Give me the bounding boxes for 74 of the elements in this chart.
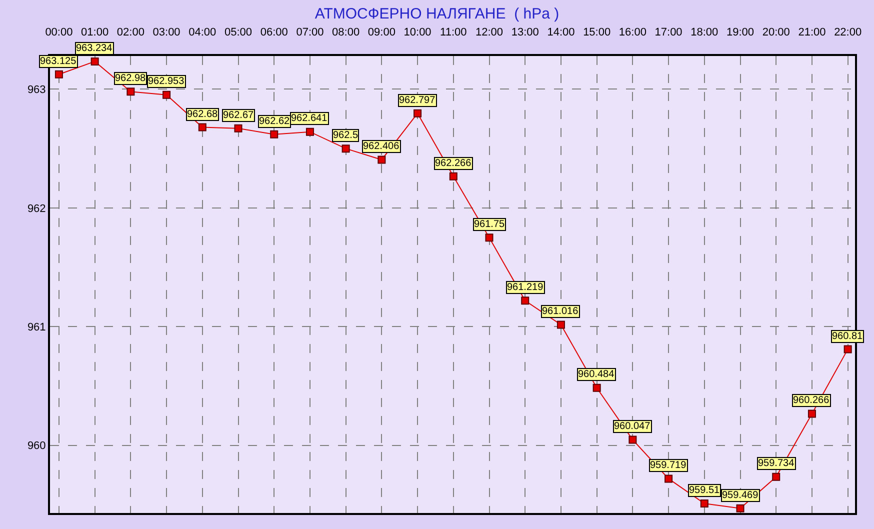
data-label: 962.406	[363, 141, 400, 152]
x-tick-label: 18:00	[690, 26, 718, 39]
x-tick-label: 00:00	[45, 26, 73, 39]
point	[198, 123, 206, 132]
x-tick-label: 15:00	[583, 26, 611, 39]
data-label: 962.266	[435, 158, 472, 169]
point	[414, 109, 422, 118]
x-tick-label: 01:00	[81, 26, 109, 39]
x-tick-label: 12:00	[475, 26, 504, 39]
y-tick-label: 963	[27, 84, 46, 96]
x-tick-label: 19:00	[726, 26, 754, 39]
data-label: 962.68	[187, 109, 218, 120]
point	[485, 234, 494, 242]
point	[162, 90, 171, 99]
data-label: 959.734	[758, 458, 795, 469]
x-tick-label: 13:00	[511, 26, 539, 39]
data-label: 959.51	[689, 485, 720, 496]
data-label: 962.641	[291, 113, 328, 124]
point	[270, 130, 278, 138]
point	[556, 320, 565, 329]
x-tick-label: 06:00	[260, 26, 288, 39]
point	[449, 172, 458, 180]
x-tick-label: 04:00	[188, 26, 216, 39]
x-tick-label: 07:00	[296, 26, 324, 39]
x-tick-label: 02:00	[116, 26, 144, 39]
x-tick-label: 08:00	[332, 26, 360, 39]
point	[234, 124, 242, 132]
x-tick-label: 16:00	[618, 26, 646, 39]
data-label: 962.5	[333, 130, 358, 141]
x-tick-label: 14:00	[547, 26, 575, 39]
point	[54, 70, 63, 78]
point	[521, 296, 530, 305]
point	[342, 144, 350, 153]
y-tick-label: 961	[27, 321, 46, 334]
data-label: 960.047	[614, 421, 651, 432]
data-label: 963.234	[76, 43, 113, 54]
point	[664, 474, 673, 483]
point	[592, 384, 601, 392]
point	[844, 345, 852, 354]
data-label: 962.67	[223, 110, 254, 121]
data-label: 961.75	[474, 219, 506, 230]
data-label: 960.484	[578, 369, 615, 380]
point	[90, 57, 99, 66]
data-label: 962.98	[115, 73, 146, 84]
data-label: 959.719	[650, 460, 687, 471]
x-tick-label: 21:00	[798, 26, 826, 39]
data-label: 961.219	[507, 282, 544, 293]
y-tick-label: 960	[27, 440, 46, 452]
x-tick-label: 11:00	[440, 26, 467, 39]
data-label: 962.62	[259, 116, 290, 127]
x-tick-label: 05:00	[224, 26, 252, 39]
point	[628, 436, 637, 444]
point	[700, 500, 708, 508]
x-tick-label: 10:00	[404, 26, 432, 39]
x-tick-label: 09:00	[368, 26, 396, 39]
x-tick-label: 03:00	[152, 26, 180, 39]
point	[126, 88, 135, 96]
point	[772, 472, 780, 481]
x-tick-label: 22:00	[834, 26, 862, 39]
y-tick-label: 962	[27, 202, 46, 215]
data-label: 963.125	[40, 56, 77, 67]
point	[808, 410, 816, 418]
data-label: 960.266	[793, 395, 830, 406]
data-label: 961.016	[542, 306, 579, 317]
data-label: 962.797	[399, 95, 436, 106]
data-label: 962.953	[148, 76, 185, 87]
x-tick-label: 20:00	[762, 26, 790, 39]
point	[736, 504, 744, 512]
point	[378, 156, 386, 164]
data-label: 959.469	[722, 490, 759, 501]
data-label: 960.81	[832, 331, 864, 342]
x-tick-label: 17:00	[654, 26, 682, 39]
point	[306, 128, 314, 136]
chart-title: АТМОСФЕРНО НАЛЯГАНЕ ( hPa )	[314, 5, 560, 22]
